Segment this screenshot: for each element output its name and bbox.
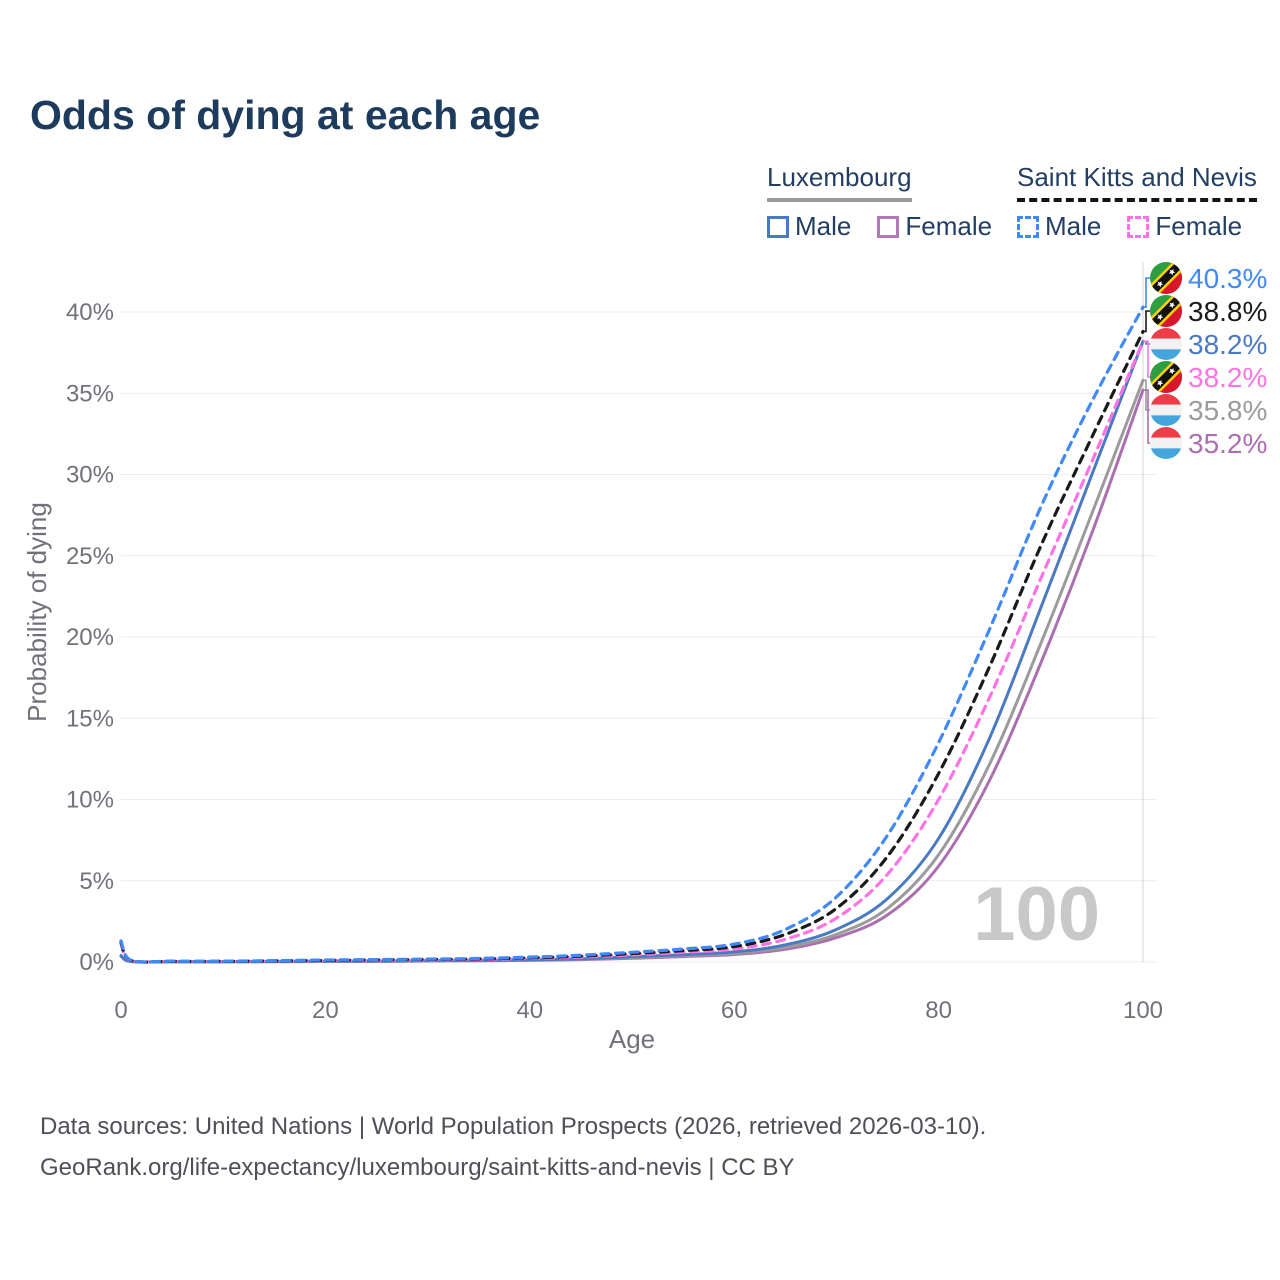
x-tick-label: 60 (721, 997, 748, 1024)
annotation-connector-lux-female (1143, 389, 1150, 444)
y-tick-label: 35% (66, 380, 114, 407)
legend-swatch-lux-female (877, 215, 900, 238)
footer: Data sources: United Nations | World Pop… (40, 1106, 986, 1188)
age-watermark: 100 (973, 872, 1100, 957)
legend-items-luxembourg: Male Female (767, 211, 1012, 242)
x-tick-label: 80 (925, 997, 952, 1024)
end-value-label-lux-male: 38.2% (1188, 329, 1267, 360)
legend-label-lux-female: Female (905, 211, 993, 241)
y-axis-title: Probability of dying (22, 502, 52, 722)
x-tick-label: 40 (516, 997, 543, 1024)
legend-swatch-skn-female (1127, 215, 1150, 238)
footer-attribution: GeoRank.org/life-expectancy/luxembourg/s… (40, 1154, 795, 1181)
legend-group-saint-kitts: Saint Kitts and Nevis Male Female (1017, 162, 1262, 242)
y-tick-label: 25% (66, 543, 114, 570)
annotation-connector-skn-female (1143, 340, 1150, 378)
legend-swatch-skn-male (1017, 215, 1039, 238)
footer-data-sources: Data sources: United Nations | World Pop… (40, 1113, 987, 1140)
luxembourg-flag-icon (1150, 328, 1182, 360)
series-line-lux-male (119, 339, 1145, 964)
x-tick-label: 100 (1123, 997, 1163, 1024)
y-tick-label: 5% (79, 868, 114, 895)
saint-kitts-and-nevis-flag-icon (1150, 361, 1182, 393)
x-tick-label: 0 (114, 997, 127, 1024)
luxembourg-flag-icon (1150, 394, 1182, 426)
y-tick-label: 10% (66, 787, 114, 814)
end-value-label-skn-female: 38.2% (1188, 362, 1267, 393)
legend-label-skn-male: Male (1045, 211, 1102, 241)
end-value-label-skn-both: 38.8% (1188, 296, 1267, 327)
legend-label-skn-female: Female (1155, 211, 1243, 241)
series-line-skn-both (119, 329, 1145, 964)
legend-header-saint-kitts: Saint Kitts and Nevis (1017, 162, 1257, 202)
annotation-connector-skn-both (1143, 310, 1150, 333)
y-tick-label: 30% (66, 462, 114, 489)
annotation-connector-skn-male (1143, 277, 1150, 308)
annotation-connector-lux-both (1143, 379, 1150, 411)
saint-kitts-and-nevis-flag-icon (1150, 262, 1182, 294)
y-tick-label: 15% (66, 705, 114, 732)
legend-group-luxembourg: Luxembourg Male Female (767, 162, 1012, 242)
page-title: Odds of dying at each age (30, 92, 541, 138)
end-value-label-skn-male: 40.3% (1188, 263, 1267, 294)
end-value-label-lux-both: 35.8% (1188, 395, 1267, 426)
y-tick-label: 0% (79, 949, 114, 976)
series-line-skn-female (119, 339, 1145, 964)
saint-kitts-and-nevis-flag-icon (1150, 295, 1182, 327)
legend-swatch-lux-male (767, 215, 789, 238)
series-line-skn-male (119, 305, 1145, 964)
legend-items-saint-kitts: Male Female (1017, 211, 1262, 242)
luxembourg-flag-icon (1150, 427, 1182, 459)
legend-header-luxembourg: Luxembourg (767, 162, 912, 202)
y-tick-label: 20% (66, 624, 114, 651)
x-axis-title: Age (609, 1024, 655, 1054)
y-tick-label: 40% (66, 299, 114, 326)
legend-label-lux-male: Male (795, 211, 852, 241)
x-tick-label: 20 (312, 997, 339, 1024)
end-value-label-lux-female: 35.2% (1188, 428, 1267, 459)
